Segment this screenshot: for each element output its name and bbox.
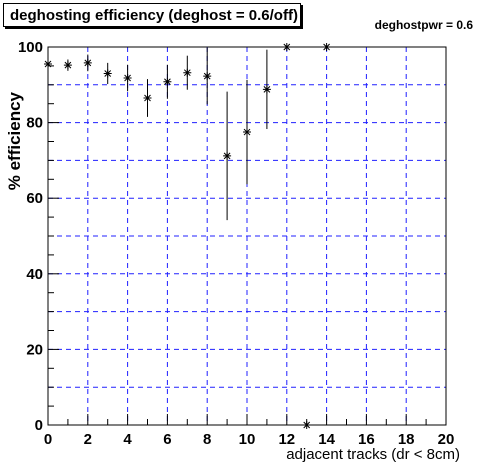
- y-tick-label: 80: [26, 115, 43, 132]
- asterisk-marker: [143, 94, 152, 103]
- data-point: [203, 47, 212, 105]
- tick-labels: 0 2 4 6 8 10 12 14 16 18 20 0 20 40 60 80 100: [18, 39, 454, 448]
- asterisk-marker: [103, 69, 112, 78]
- data-point: [103, 62, 112, 85]
- x-tick-label: 20: [438, 431, 455, 448]
- asterisk-marker: [183, 68, 192, 77]
- data-point: [282, 43, 291, 51]
- asterisk-marker: [44, 60, 52, 69]
- asterisk-marker: [223, 151, 232, 160]
- x-tick-label: 8: [203, 431, 211, 448]
- x-tick-label: 2: [84, 431, 92, 448]
- data-point: [163, 64, 172, 99]
- y-tick-label: 20: [26, 341, 43, 358]
- y-tick-label: 40: [26, 266, 43, 283]
- data-point: [63, 59, 72, 71]
- data-point: [123, 64, 132, 92]
- x-axis-label: adjacent tracks (dr < 8cm): [286, 446, 460, 463]
- x-tick-label: 4: [123, 431, 132, 448]
- asterisk-marker: [243, 128, 251, 137]
- y-tick-label: 100: [18, 39, 43, 56]
- asterisk-marker: [322, 43, 331, 51]
- y-tick-label: 60: [26, 190, 43, 207]
- x-tick-label: 0: [44, 431, 52, 448]
- x-tick-label: 16: [358, 431, 375, 448]
- data-point: [44, 58, 52, 70]
- y-tick-label: 0: [35, 417, 43, 434]
- asterisk-marker: [262, 85, 271, 94]
- x-tick-label: 12: [278, 431, 295, 448]
- asterisk-marker: [83, 58, 92, 67]
- chart-subtitle: deghostpwr = 0.6: [374, 18, 473, 32]
- x-tick-label: 14: [318, 431, 335, 448]
- asterisk-marker: [203, 72, 212, 81]
- x-tick-label: 18: [398, 431, 415, 448]
- data-point: [262, 49, 271, 130]
- asterisk-marker: [163, 77, 172, 86]
- data-point: [183, 55, 192, 90]
- asterisk-marker: [282, 43, 291, 51]
- data-point: [302, 421, 311, 429]
- data-point: [243, 79, 251, 185]
- data-point: [143, 79, 152, 117]
- data-points: [44, 43, 331, 429]
- data-point: [83, 54, 92, 72]
- data-point: [322, 43, 331, 51]
- x-tick-label: 6: [163, 431, 171, 448]
- asterisk-marker: [302, 421, 311, 429]
- chart-title: deghosting efficiency (deghost = 0.6/off…: [3, 3, 301, 27]
- asterisk-marker: [63, 61, 72, 70]
- asterisk-marker: [123, 73, 132, 82]
- x-tick-label: 10: [239, 431, 256, 448]
- data-point: [223, 91, 232, 221]
